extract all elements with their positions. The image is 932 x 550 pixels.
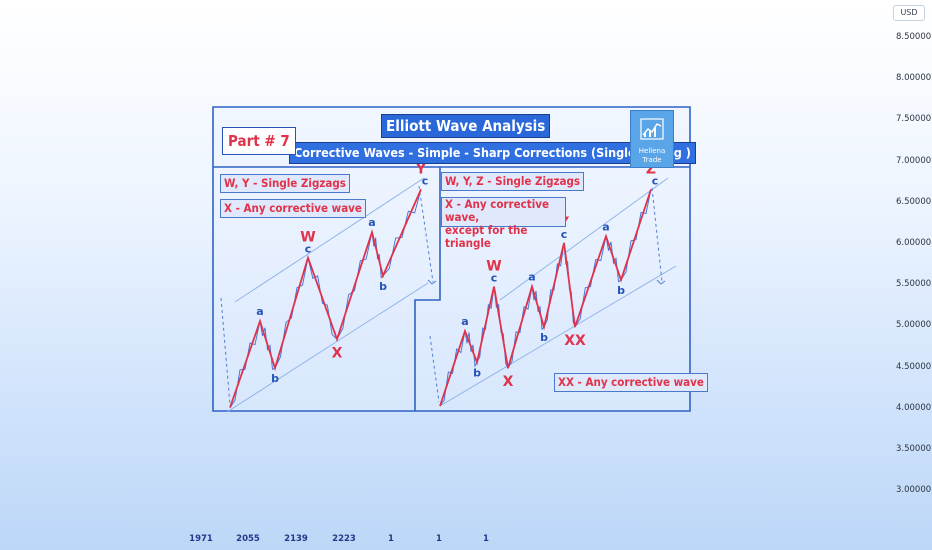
price-tick: 8.50000 (896, 32, 932, 42)
subwave-line (229, 189, 422, 408)
currency-button[interactable]: USD (893, 5, 925, 21)
wave-label-minor-c: c (491, 272, 498, 285)
price-tick: 7.50000 (896, 114, 932, 125)
price-tick: 5.00000 (896, 320, 932, 331)
wave-label-minor: b (271, 372, 279, 385)
time-tick: 1 (388, 534, 394, 544)
logo-line1: Hellena (638, 147, 666, 155)
price-tick: 6.00000 (896, 238, 932, 248)
chart-logo-icon (640, 118, 664, 140)
channel-line (234, 177, 425, 303)
price-tick: 8.00000 (896, 73, 932, 84)
zigzag-line (439, 189, 652, 407)
projection-arrow (427, 279, 437, 285)
wave-label-minor-c: c (422, 174, 429, 187)
projection-dashed-line (429, 335, 440, 403)
time-tick: 1 (483, 534, 489, 544)
chart-subtitle: Corrective Waves - Simple - Sharp Correc… (289, 142, 696, 164)
wave-label-minor-c: c (561, 228, 568, 241)
note-right-x-line1: X - Any corrective wave, (445, 197, 550, 224)
wave-label-major: Z (646, 161, 656, 177)
channel-line (439, 265, 677, 407)
chart-title: Elliott Wave Analysis (381, 114, 551, 138)
wave-label-major: X (503, 374, 514, 390)
wave-label-major: W (486, 259, 501, 275)
price-tick: 6.50000 (896, 196, 932, 207)
panel-divider (414, 167, 441, 411)
note-right-xx-wave: XX - Any corrective wave (554, 373, 708, 392)
wave-label-major: Y (415, 161, 427, 177)
note-left-x-wave: X - Any corrective wave (220, 199, 366, 218)
elliott-wave-chart: abWXabYccabWXabYXXabZccc (212, 106, 691, 413)
note-right-x-line2: except for the triangle (445, 223, 528, 250)
wave-label-minor: a (602, 220, 609, 233)
time-tick: 1971 (189, 534, 213, 544)
price-tick: 4.00000 (896, 402, 932, 413)
subwave-line (439, 189, 652, 407)
note-right-zigzags: W, Y, Z - Single Zigzags (441, 172, 585, 191)
channel-line (499, 177, 669, 301)
projection-dashed-line (418, 185, 434, 283)
note-left-zigzags: W, Y - Single Zigzags (220, 174, 350, 193)
time-tick: 2223 (332, 534, 356, 544)
wave-label-major: XX (564, 333, 586, 349)
wave-label-minor: a (461, 315, 468, 328)
projection-dashed-line (651, 187, 663, 283)
wave-label-minor: a (528, 271, 535, 284)
wave-label-minor: b (473, 366, 481, 379)
price-tick: 4.50000 (896, 361, 932, 372)
wave-label-minor: b (617, 284, 625, 297)
price-tick: 3.50000 (896, 444, 932, 454)
note-right-x-wave: X - Any corrective wave, except for the … (441, 197, 566, 250)
wave-label-minor-c: c (652, 174, 659, 187)
logo-line2: Trade (642, 156, 662, 164)
wave-label-major: W (300, 230, 315, 246)
time-tick: 2055 (236, 534, 260, 544)
projection-arrow (656, 279, 666, 285)
price-tick: 3.00000 (896, 485, 932, 496)
wave-label-major: X (332, 345, 343, 361)
channel-line (226, 282, 429, 413)
wave-label-minor: b (540, 331, 548, 344)
wave-label-minor-c: c (305, 243, 312, 256)
price-tick: 7.00000 (896, 155, 932, 166)
price-tick: 5.50000 (896, 279, 932, 290)
part-label: Part # 7 (222, 127, 296, 155)
wave-label-minor: a (368, 216, 375, 229)
zigzag-line (229, 189, 422, 408)
wave-label-minor: b (379, 280, 387, 293)
time-tick: 1 (436, 534, 442, 544)
hellena-trade-logo: Hellena Trade (630, 110, 674, 168)
time-tick: 2139 (284, 534, 308, 544)
wave-label-minor: a (256, 305, 263, 318)
